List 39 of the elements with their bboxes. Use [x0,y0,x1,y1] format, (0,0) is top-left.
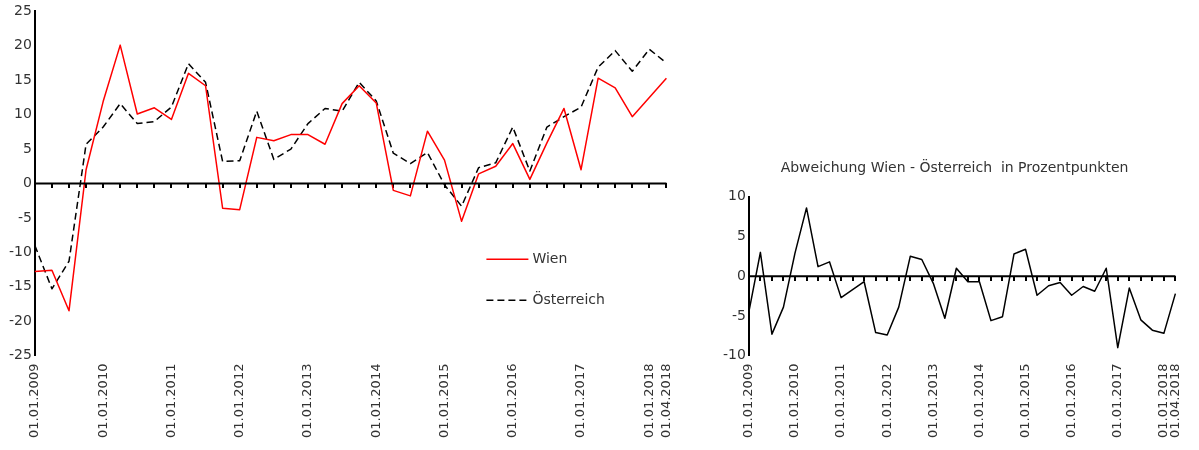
y-tick-label: 10 [14,105,32,122]
legend-label: Wien [532,249,568,266]
y-tick-label: 5 [22,139,32,156]
x-tick-label: 01.01.2012 [231,363,247,438]
y-tick-label: -5 [731,306,746,323]
x-tick-label: 01.01.2009 [740,363,756,438]
y-tick-label: 10 [728,187,746,204]
x-tick-label: 01.01.2017 [1109,363,1125,438]
x-tick-label: 01.01.2013 [299,363,315,438]
y-tick-label: -15 [8,277,32,294]
x-tick-label: 01.01.2011 [162,363,178,438]
x-tick-label: 01.01.2010 [786,363,802,438]
chart-title: Abweichung Wien - Österreich in Prozentpunkten [780,158,1129,176]
x-tick-label: 01.01.2015 [1016,363,1032,438]
y-tick-label: -5 [17,208,32,225]
x-tick-label: 01.01.2018 [640,363,656,438]
x-tick-label: 01.01.2015 [435,363,451,438]
y-tick-label: -10 [722,346,746,363]
x-tick-label: 01.01.2011 [832,363,848,438]
y-tick-label: 0 [736,266,746,283]
x-tick-label: 01.01.2013 [924,363,940,438]
x-tick-label: 01.01.2017 [572,363,588,438]
x-tick-label: 01.01.2010 [94,363,110,438]
y-tick-label: 0 [22,174,32,191]
x-tick-label: 01.01.2012 [878,363,894,438]
x-tick-label: 01.01.2016 [504,363,520,438]
x-tick-label: 01.04.2018 [657,363,673,438]
x-tick-label: 01.01.2016 [1063,363,1079,438]
y-tick-label: 15 [14,70,32,87]
x-tick-label: 01.01.2014 [367,363,383,438]
y-tick-label: -25 [8,346,32,363]
y-tick-label: -10 [8,242,32,259]
y-tick-label: 25 [14,2,32,19]
x-tick-label: 01.01.2009 [26,363,42,438]
x-tick-label: 01.01.2014 [970,363,986,438]
y-tick-label: 5 [736,227,746,244]
legend-label: Österreich [532,289,605,307]
y-tick-label: 20 [14,36,32,53]
y-tick-label: -20 [8,311,32,328]
